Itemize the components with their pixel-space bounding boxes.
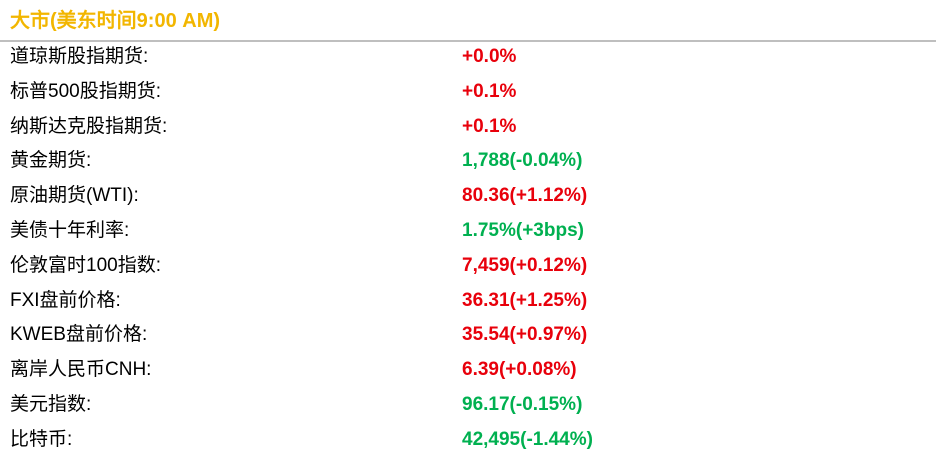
row-value: 35.54(+0.97%) <box>462 324 588 346</box>
row-label: 纳斯达克股指期货: <box>10 115 168 137</box>
title: 大市(美东时间9:00 AM) <box>10 10 221 32</box>
row-label: FXI盘前价格: <box>10 289 121 311</box>
table-row: 美债十年利率: 1.75%(+3bps) <box>0 214 936 249</box>
table-row: 比特币: 42,495(-1.44%) <box>0 423 936 458</box>
table-row: FXI盘前价格: 36.31(+1.25%) <box>0 284 936 319</box>
row-label: 黄金期货: <box>10 150 92 172</box>
row-value: 1,788(-0.04%) <box>462 150 583 172</box>
row-label: 原油期货(WTI): <box>10 185 139 207</box>
row-label: KWEB盘前价格: <box>10 324 148 346</box>
row-value: +0.1% <box>462 80 517 102</box>
row-value: 1.75%(+3bps) <box>462 219 584 241</box>
row-value: 36.31(+1.25%) <box>462 289 588 311</box>
table: 道琼斯股指期货: +0.0% 标普500股指期货: +0.1% 纳斯达克股指期货: +0.… <box>0 40 936 458</box>
table-row: 标普500股指期货: +0.1% <box>0 75 936 110</box>
table-row: 伦敦富时100指数: 7,459(+0.12%) <box>0 249 936 284</box>
table-row: 纳斯达克股指期货: +0.1% <box>0 110 936 145</box>
table-row: 美元指数: 96.17(-0.15%) <box>0 388 936 423</box>
table-row: 道琼斯股指期货: +0.0% <box>0 40 936 75</box>
row-value: 42,495(-1.44%) <box>462 428 593 450</box>
row-value: 7,459(+0.12%) <box>462 254 588 276</box>
row-label: 比特币: <box>10 428 73 450</box>
row-value: +0.1% <box>462 115 517 137</box>
row-value: 96.17(-0.15%) <box>462 393 583 415</box>
row-label: 美元指数: <box>10 393 92 415</box>
table-row: 黄金期货: 1,788(-0.04%) <box>0 144 936 179</box>
row-value: 80.36(+1.12%) <box>462 185 588 207</box>
table-row: 原油期货(WTI): 80.36(+1.12%) <box>0 179 936 214</box>
table-row: KWEB盘前价格: 35.54(+0.97%) <box>0 318 936 353</box>
row-label: 伦敦富时100指数: <box>10 254 161 276</box>
row-value: 6.39(+0.08%) <box>462 359 577 381</box>
row-value: +0.0% <box>462 46 517 67</box>
row-label: 美债十年利率: <box>10 219 130 241</box>
divider <box>0 40 936 42</box>
row-label: 标普500股指期货: <box>10 80 161 102</box>
row-label: 离岸人民币CNH: <box>10 359 152 381</box>
table-row: 离岸人民币CNH: 6.39(+0.08%) <box>0 353 936 388</box>
row-label: 道琼斯股指期货: <box>10 46 149 67</box>
